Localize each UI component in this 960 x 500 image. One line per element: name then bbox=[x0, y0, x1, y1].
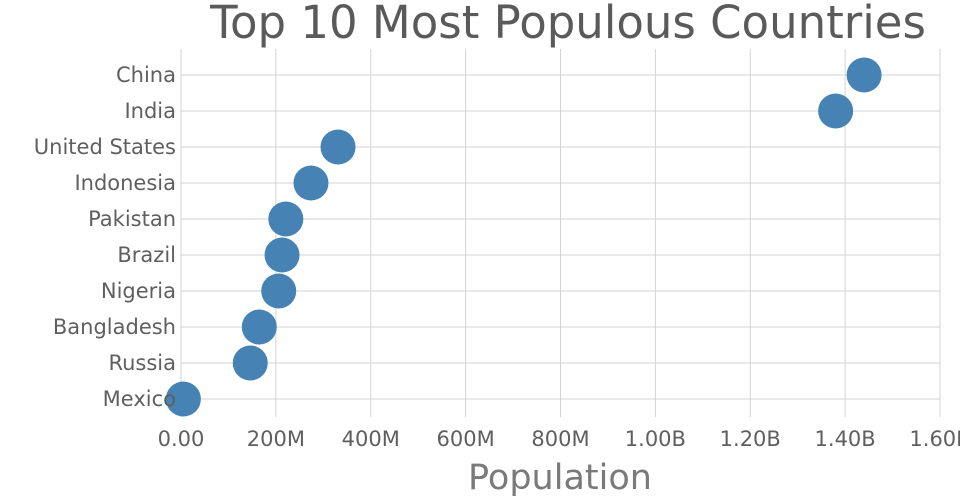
y-tick-label: Russia bbox=[108, 351, 176, 375]
data-point-china[interactable] bbox=[846, 57, 882, 93]
data-point-bangladesh[interactable] bbox=[241, 309, 277, 345]
y-tick-label: Mexico bbox=[103, 387, 176, 411]
x-tick-label: 1.20B bbox=[720, 427, 781, 451]
y-axis-ticks: China India United States Indonesia Pakistan… bbox=[34, 63, 176, 411]
x-tick-label: 0.00 bbox=[158, 427, 205, 451]
x-tick-label: 1.00B bbox=[625, 427, 686, 451]
y-tick-label: Pakistan bbox=[88, 207, 176, 231]
y-tick-label: Brazil bbox=[117, 243, 176, 267]
data-point-indonesia[interactable] bbox=[293, 165, 329, 201]
y-tick-label: India bbox=[124, 99, 176, 123]
x-tick-label: 1.60B bbox=[909, 427, 960, 451]
x-tick-label: 1.40B bbox=[815, 427, 876, 451]
chart-title: Top 10 Most Populous Countries bbox=[209, 0, 926, 49]
x-tick-label: 800M bbox=[531, 427, 589, 451]
y-tick-label: Nigeria bbox=[101, 279, 176, 303]
gridlines bbox=[180, 49, 941, 417]
x-tick-label: 400M bbox=[342, 427, 400, 451]
y-tick-label: Bangladesh bbox=[53, 315, 176, 339]
data-point-nigeria[interactable] bbox=[261, 273, 297, 309]
x-tick-label: 200M bbox=[247, 427, 305, 451]
y-tick-label: Indonesia bbox=[74, 171, 176, 195]
x-axis-ticks: 0.00 200M 400M 600M 800M 1.00B 1.20B 1.40B 1.60B bbox=[158, 427, 960, 451]
data-point-brazil[interactable] bbox=[264, 237, 300, 273]
x-axis-label: Population bbox=[468, 458, 652, 498]
data-point-united-states[interactable] bbox=[320, 129, 356, 165]
data-point-pakistan[interactable] bbox=[268, 201, 304, 237]
data-point-mexico[interactable] bbox=[165, 381, 201, 417]
data-points[interactable] bbox=[165, 57, 882, 417]
y-tick-label: United States bbox=[34, 135, 176, 159]
data-point-russia[interactable] bbox=[232, 345, 268, 381]
y-tick-label: China bbox=[116, 63, 176, 87]
data-point-india[interactable] bbox=[818, 93, 854, 129]
x-tick-label: 600M bbox=[437, 427, 495, 451]
